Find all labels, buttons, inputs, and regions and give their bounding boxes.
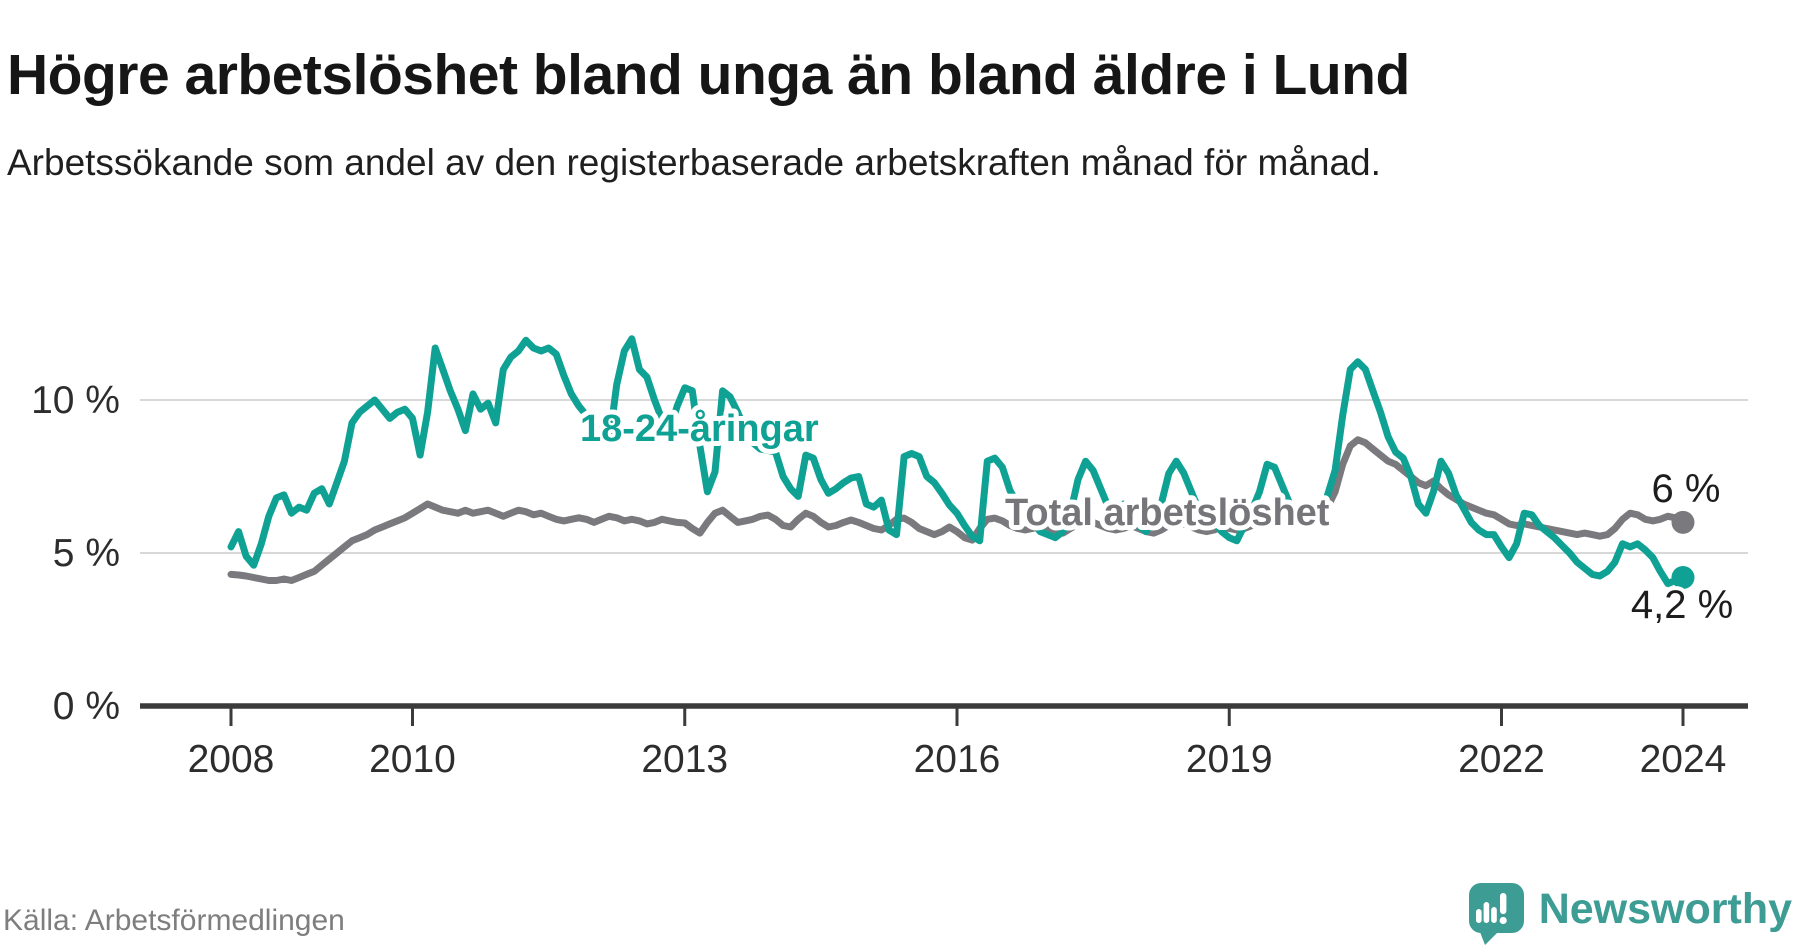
source-note: Källa: Arbetsförmedlingen — [3, 904, 345, 937]
y-tick-label: 10 % — [31, 379, 120, 422]
newsworthy-speech-bubble-bar-chart-icon — [1468, 883, 1524, 945]
x-tick-label: 2013 — [641, 738, 728, 781]
y-tick-label: 5 % — [53, 532, 120, 575]
series-line-youth — [227, 335, 1687, 588]
series-label-youth: 18-24-åringar — [580, 408, 819, 450]
end-dot-total — [1671, 510, 1695, 534]
newsworthy-logo-text: Newsworthy — [1538, 884, 1792, 933]
series-label-total: Total arbetslöshet — [1005, 492, 1330, 534]
x-tick-label: 2022 — [1458, 738, 1545, 781]
end-dot-youth — [1671, 565, 1695, 589]
x-tick-label: 2019 — [1186, 738, 1273, 781]
newsworthy-logo: Newsworthy — [1468, 882, 1792, 946]
end-value-label-youth: 4,2 % — [1631, 583, 1733, 627]
y-tick-label: 0 % — [53, 685, 120, 728]
x-tick-label: 2008 — [188, 738, 275, 781]
series-line-total — [227, 436, 1687, 584]
page-title: Högre arbetslöshet bland unga än bland ä… — [7, 43, 1410, 108]
page-subtitle: Arbetssökande som andel av den registerb… — [7, 142, 1381, 183]
end-value-label-total: 6 % — [1652, 467, 1721, 511]
x-tick-label: 2010 — [369, 738, 456, 781]
x-tick-label: 2016 — [914, 738, 1001, 781]
x-tick-label: 2024 — [1640, 738, 1727, 781]
